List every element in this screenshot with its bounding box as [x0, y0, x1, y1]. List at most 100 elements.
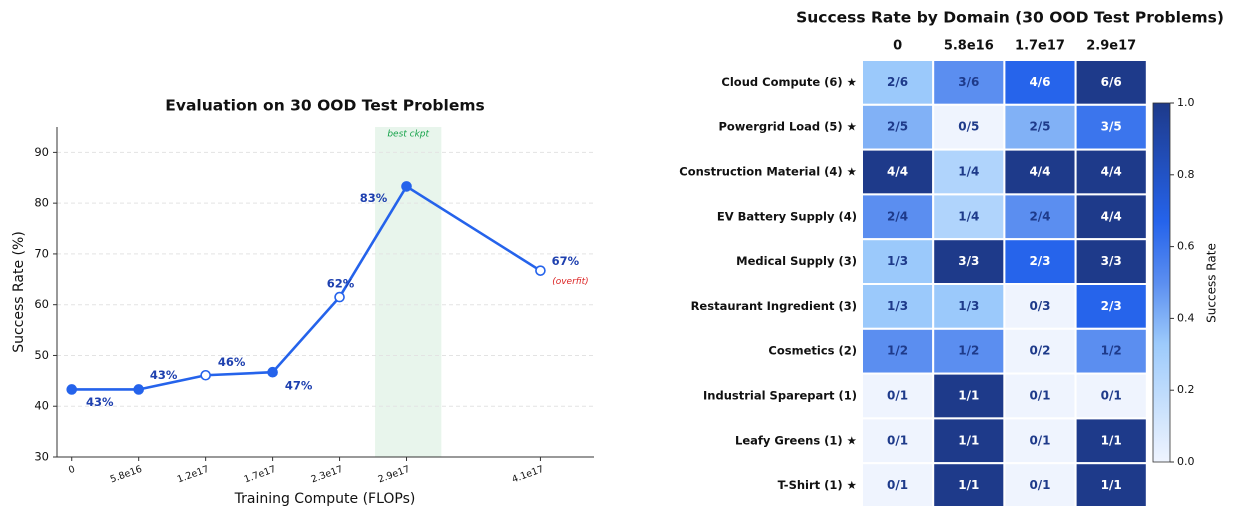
x-tick-label: 1.2e17 — [176, 464, 211, 486]
cell-label: 4/6 — [1029, 75, 1050, 89]
cell-label: 0/1 — [1029, 389, 1050, 403]
line-title: Evaluation on 30 OOD Test Problems — [165, 97, 484, 115]
cell-label: 4/4 — [1101, 209, 1122, 223]
cell-label: 3/3 — [1101, 254, 1122, 268]
point — [334, 291, 345, 303]
cell-label: 1/2 — [958, 344, 979, 358]
cell-label: 0/1 — [1101, 389, 1122, 403]
cell-label: 0/1 — [1029, 433, 1050, 447]
cell-label: 3/3 — [958, 254, 979, 268]
colorbar-tick-label: 0.2 — [1177, 383, 1195, 396]
data-label: 62% — [327, 277, 355, 291]
point — [401, 181, 412, 192]
row-label: Powergrid Load (5) ★ — [718, 120, 857, 134]
row-label: Leafy Greens (1) ★ — [735, 433, 857, 447]
cell-label: 1/2 — [887, 344, 908, 358]
cell — [1003, 103, 1077, 151]
cell — [932, 417, 1006, 465]
row-label: Construction Material (4) ★ — [679, 165, 857, 179]
cell — [861, 103, 935, 151]
point — [267, 366, 278, 378]
y-tick-label: 80 — [34, 196, 49, 210]
x-tick-label: 2.9e17 — [377, 464, 412, 486]
x-tick-label: 2.3e17 — [310, 464, 345, 486]
point — [133, 384, 144, 395]
cell-label: 0/1 — [1029, 478, 1050, 492]
data-label: 43% — [150, 368, 178, 382]
band-label: best ckpt — [387, 130, 429, 140]
colorbar-tick-label: 0.0 — [1177, 455, 1195, 468]
point — [200, 369, 211, 381]
best-band — [375, 127, 442, 457]
colorbar-tick-label: 0.8 — [1177, 168, 1195, 181]
cell-label: 1/2 — [1101, 344, 1122, 358]
cell-label: 2/3 — [1029, 254, 1050, 268]
data-label: 67% — [552, 254, 580, 268]
cell — [1003, 148, 1077, 196]
cell-label: 1/3 — [887, 299, 908, 313]
y-tick-label: 90 — [34, 145, 49, 159]
point — [66, 384, 78, 395]
cell-label: 0/1 — [887, 478, 908, 492]
cell — [932, 372, 1006, 420]
cell-label: 0/2 — [1029, 344, 1050, 358]
cell-label: 2/6 — [887, 75, 908, 89]
data-label: 47% — [285, 379, 313, 393]
data-label: 46% — [218, 355, 246, 369]
row-label: EV Battery Supply (4) — [717, 209, 857, 223]
cell-label: 2/5 — [1029, 120, 1050, 134]
cell-label: 1/3 — [958, 299, 979, 313]
x-tick-label: 1.7e17 — [243, 464, 278, 486]
cell-label: 2/4 — [887, 209, 908, 223]
cell-label: 1/1 — [958, 389, 979, 403]
cell-label: 1/1 — [958, 433, 979, 447]
cell — [1074, 462, 1148, 506]
cell — [861, 148, 935, 196]
cell-label: 6/6 — [1101, 75, 1122, 89]
x-tick-label: 4.1e17 — [510, 464, 545, 486]
cell-label: 2/4 — [1029, 209, 1050, 223]
cell — [932, 148, 1006, 196]
cell-label: 3/5 — [1101, 120, 1122, 134]
y-tick-label: 50 — [34, 348, 49, 362]
cell-label: 1/3 — [887, 254, 908, 268]
cell-label: 1/4 — [958, 209, 979, 223]
data-label: 43% — [86, 395, 114, 409]
cell-label: 1/1 — [1101, 478, 1122, 492]
cell — [1003, 193, 1077, 241]
y-tick-label: 60 — [34, 297, 49, 311]
cell-label: 2/5 — [887, 120, 908, 134]
cell — [1074, 238, 1148, 285]
cell — [861, 417, 935, 465]
row-label: Restaurant Ingredient (3) — [691, 299, 857, 313]
heatmap-title: Success Rate by Domain (30 OOD Test Prob… — [796, 9, 1224, 27]
column-label: 1.7e17 — [1015, 39, 1065, 54]
column-label: 5.8e16 — [944, 39, 994, 54]
y-tick-label: 40 — [34, 399, 49, 413]
y-tick-label: 70 — [34, 246, 49, 260]
colorbar — [1152, 102, 1171, 463]
colorbar-tick-label: 0.6 — [1177, 240, 1195, 253]
cell-label: 4/4 — [887, 165, 908, 179]
colorbar-label: Success Rate — [1205, 243, 1219, 323]
line — [71, 184, 542, 391]
row-label: T-Shirt (1) ★ — [778, 478, 857, 492]
colorbar-tick-label: 0.4 — [1177, 311, 1195, 324]
cell-label: 0/1 — [887, 433, 908, 447]
x-tick-label: 0 — [67, 464, 76, 476]
y-axis-label: Success Rate (%) — [11, 231, 27, 353]
cell-label: 1/4 — [958, 165, 979, 179]
cell-label: 1/1 — [958, 478, 979, 492]
cell-label: 4/4 — [1029, 165, 1050, 179]
cell — [932, 283, 1006, 330]
colorbar-tick-label: 1.0 — [1177, 96, 1195, 109]
cell-label: 2/3 — [1101, 299, 1122, 313]
row-label: Industrial Sparepart (1) — [703, 389, 857, 403]
cell — [861, 327, 935, 375]
column-label: 0 — [893, 39, 902, 54]
overfit-label: (overfit) — [552, 277, 588, 287]
column-label: 2.9e17 — [1086, 39, 1136, 54]
cell-label: 1/1 — [1101, 433, 1122, 447]
